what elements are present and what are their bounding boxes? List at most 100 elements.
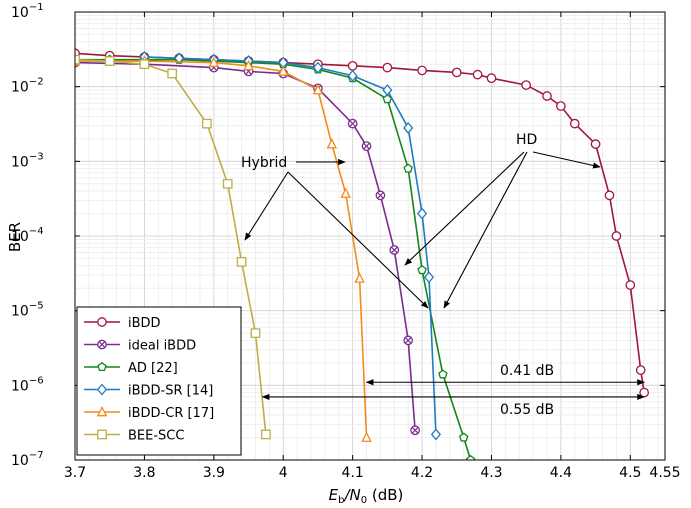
x-tick-label: 3.9 — [203, 465, 225, 481]
legend-marker-bee-scc — [97, 429, 107, 440]
data-point-ibdd — [472, 69, 483, 80]
data-point-ibdd-sr-14 — [347, 69, 358, 82]
series-bee-scc — [75, 54, 271, 440]
x-tick-label: 4.3 — [480, 465, 502, 481]
hybrid-label: Hybrid — [241, 155, 287, 171]
x-tick-label: 4.2 — [411, 465, 433, 481]
hd-arrow-to-sr — [404, 151, 525, 266]
series-line-ideal-ibdd — [75, 61, 416, 431]
gap-041-label: 0.41 dB — [500, 363, 554, 379]
legend-label-ibdd-cr-17: iBDD-CR [17] — [128, 406, 214, 421]
data-point-ad-22 — [438, 369, 448, 379]
data-point-ideal-ibdd — [403, 335, 414, 346]
data-point-ibdd — [542, 91, 552, 101]
data-point-ibdd — [556, 101, 566, 111]
data-point-bee-scc — [222, 178, 233, 189]
data-point-ideal-ibdd-cross — [390, 246, 398, 254]
y-tick-label: 10−5 — [11, 301, 44, 320]
legend-label-ibdd: iBDD — [128, 316, 161, 331]
annotations — [244, 151, 645, 400]
series-line-ibdd-cr-17 — [75, 60, 368, 438]
y-tick-label: 10−7 — [11, 450, 44, 469]
data-point-bee-scc — [236, 257, 247, 267]
data-point-bee-scc — [202, 118, 212, 129]
data-point-ibdd-sr-14 — [417, 207, 428, 220]
data-point-ibdd — [382, 62, 393, 73]
x-tick-label: 3.8 — [133, 465, 155, 481]
plot-frame — [74, 11, 666, 461]
data-point-ibdd-sr-14 — [312, 61, 323, 74]
legend-item-ibdd: iBDD — [84, 316, 161, 331]
data-point-ideal-ibdd — [389, 245, 400, 255]
data-point-ideal-ibdd — [347, 118, 358, 129]
x-axis-label-unit: (dB) — [367, 486, 403, 504]
data-point-ibdd — [521, 80, 532, 90]
data-point-ibdd — [347, 61, 358, 71]
data-point-ibdd — [639, 387, 650, 398]
y-tick-label: 10−1 — [11, 2, 44, 21]
data-point-ibdd-cr-17 — [208, 56, 220, 67]
data-point-ibdd — [569, 118, 580, 129]
legend-marker-ideal-ibdd — [97, 339, 107, 350]
legend-item-ad-22: AD [22] — [84, 361, 178, 376]
data-point-ibdd-sr-14 — [423, 271, 435, 284]
legend-label-ideal-ibdd: ideal iBDD — [128, 339, 196, 354]
y-tick-label: 10−6 — [11, 375, 44, 394]
data-point-ad-22 — [458, 432, 469, 442]
series-line-ibdd-sr-14 — [144, 56, 437, 435]
data-point-ibdd-cr-17 — [312, 83, 324, 95]
data-point-ibdd — [625, 280, 636, 290]
data-point-ibdd-sr-14 — [403, 121, 414, 134]
legend-label-ad-22: AD [22] — [128, 361, 178, 376]
y-tick-label: 10−4 — [11, 226, 44, 245]
x-axis-label-n: /N — [342, 486, 360, 504]
x-tick-label: 4 — [279, 465, 288, 481]
x-axis-label: Eb/N0 (dB) — [329, 486, 404, 506]
data-point-ad-22 — [465, 454, 476, 460]
data-point-bee-scc — [167, 68, 178, 79]
data-point-ad-22 — [403, 163, 413, 173]
data-point-ibdd-cr-17 — [354, 272, 365, 283]
legend-item-ibdd-cr-17: iBDD-CR [17] — [84, 405, 214, 421]
data-point-ibdd — [635, 365, 646, 375]
legend-marker-ibdd-sr-14 — [96, 383, 108, 396]
legend-item-ibdd-sr-14: iBDD-SR [14] — [84, 383, 213, 399]
data-point-ibdd-cr-17 — [243, 59, 254, 71]
data-point-ibdd — [604, 190, 615, 201]
hd-arrow-to-ibdd — [532, 151, 601, 169]
data-point-ideal-ibdd-cross — [411, 426, 419, 434]
data-point-bee-scc — [139, 59, 150, 70]
y-tick-label: 10−2 — [11, 77, 44, 96]
hybrid-arrow-to-bee — [244, 171, 289, 241]
hybrid-arrow-to-ideal — [287, 171, 429, 309]
legend: iBDD ideal iBDD AD [22] iBDD-SR [14] iBDD-CR… — [76, 306, 242, 456]
data-point-ideal-ibdd-cross — [363, 142, 370, 150]
x-axis-label-sub-0: 0 — [361, 495, 367, 506]
data-point-ad-22 — [417, 265, 427, 275]
x-axis-label-sub-b: b — [338, 495, 344, 506]
legend-marker-ad-22 — [97, 361, 107, 372]
axis-ticks: 3.7 3.8 3.9 4 4.1 4.2 4.3 4.4 4.5 4.55 10−7 10−6 10−… — [11, 2, 681, 481]
data-point-ibdd-cr-17 — [361, 431, 372, 442]
data-point-ibdd-cr-17 — [326, 137, 338, 149]
data-series — [75, 48, 650, 460]
legend-item-bee-scc: BEE-SCC — [84, 429, 184, 444]
data-point-ibdd-sr-14 — [174, 52, 185, 65]
data-point-ibdd-cr-17 — [340, 187, 351, 198]
legend-marker-ibdd-cr-17 — [96, 405, 108, 417]
data-point-ibdd — [417, 65, 427, 76]
x-tick-label: 3.7 — [64, 465, 86, 481]
data-point-ibdd-cr-17 — [277, 65, 289, 76]
legend-item-ideal-ibdd: ideal iBDD — [84, 339, 196, 354]
y-tick-label: 10−3 — [11, 151, 44, 170]
legend-marker-ideal-ibdd-cross — [98, 341, 106, 348]
data-point-ibdd — [451, 67, 462, 78]
data-point-bee-scc — [104, 56, 115, 66]
y-axis-label: BER — [6, 222, 24, 252]
x-tick-label: 4.4 — [550, 465, 572, 481]
x-axis-label-e: E — [329, 486, 339, 504]
data-point-ibdd-sr-14 — [430, 428, 441, 441]
data-point-ibdd — [486, 73, 497, 84]
legend-marker-ibdd — [97, 317, 107, 327]
